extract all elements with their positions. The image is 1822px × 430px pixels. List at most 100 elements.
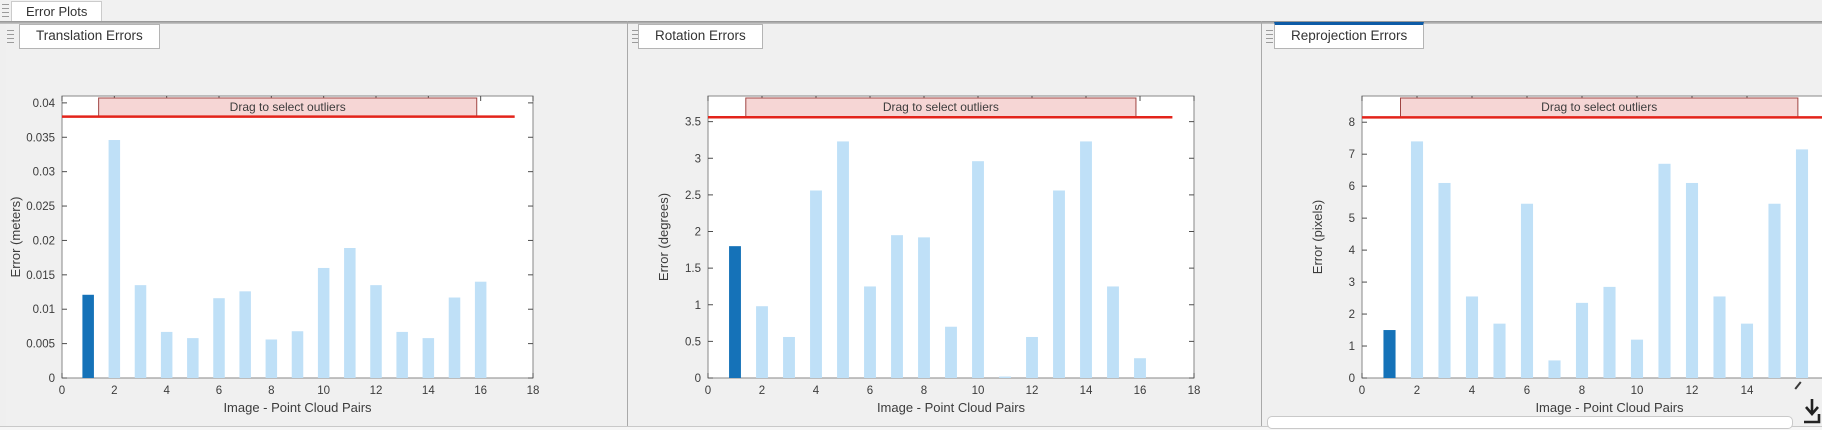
error-bar[interactable] [756, 306, 768, 378]
x-tick-label: 2 [111, 385, 117, 397]
y-tick-label: 0.02 [33, 235, 55, 247]
x-axis-label: Image - Point Cloud Pairs [1535, 400, 1684, 415]
y-tick-label: 0.01 [33, 304, 55, 316]
y-tick-label: 0.04 [33, 98, 56, 110]
tab-translation-errors-label: Translation Errors [36, 28, 143, 43]
error-bar[interactable] [1134, 358, 1146, 378]
panel-divider[interactable] [627, 21, 628, 430]
error-bar[interactable] [1548, 360, 1561, 378]
error-bar[interactable] [1630, 339, 1644, 378]
error-bar[interactable] [108, 140, 121, 378]
error-bar[interactable] [291, 331, 304, 378]
x-tick-label: 0 [1359, 385, 1365, 397]
y-tick-label: 8 [1349, 117, 1355, 129]
y-tick-label: 2 [695, 227, 701, 239]
error-bar[interactable] [918, 237, 930, 378]
error-bar[interactable] [448, 297, 461, 378]
selected-error-bar[interactable] [82, 294, 94, 378]
error-bar[interactable] [1685, 182, 1699, 378]
error-bar[interactable] [1053, 190, 1065, 378]
y-tick-label: 1 [695, 300, 701, 312]
tab-rotation-errors-label: Rotation Errors [655, 28, 746, 43]
x-tick-label: 2 [759, 385, 765, 397]
panel-reprojection-errors: Reprojection Errors 0 2 4 6 8 10 12 14 0 1 2 3 4 5 6 7 8… [1262, 21, 1822, 430]
y-tick-label: 3 [695, 153, 701, 165]
error-bar[interactable] [213, 298, 225, 378]
error-bar[interactable] [945, 326, 957, 378]
x-axis-label: Image - Point Cloud Pairs [223, 400, 372, 415]
error-bar[interactable] [317, 267, 330, 378]
tab-reprojection-errors[interactable]: Reprojection Errors [1274, 22, 1425, 49]
error-bar[interactable] [1107, 286, 1119, 378]
banner-label: Drag to select outliers [883, 100, 999, 114]
tab-error-plots[interactable]: Error Plots [11, 1, 103, 21]
window-bottom-edge [0, 426, 1822, 430]
tab-rotation-errors[interactable]: Rotation Errors [638, 24, 763, 49]
error-bar[interactable] [864, 286, 876, 378]
selected-error-bar[interactable] [729, 246, 741, 378]
error-bar[interactable] [972, 161, 984, 378]
error-bar[interactable] [1713, 296, 1726, 378]
horizontal-scrollbar[interactable] [1267, 416, 1793, 429]
error-bar[interactable] [810, 190, 822, 378]
x-tick-label: 6 [867, 385, 873, 397]
error-bar[interactable] [370, 285, 382, 378]
error-bar[interactable] [1080, 141, 1092, 378]
x-tick-label: 8 [1579, 385, 1585, 397]
x-tick-label: 10 [972, 385, 985, 397]
x-tick-label: 4 [813, 385, 820, 397]
error-bar[interactable] [999, 376, 1011, 378]
panel-divider[interactable] [1261, 21, 1262, 430]
x-tick-label: 4 [1469, 385, 1476, 397]
y-tick-label: 0 [49, 373, 55, 385]
error-bar[interactable] [1658, 163, 1671, 378]
y-tick-label: 0 [1349, 373, 1355, 385]
y-tick-label: 3 [1349, 277, 1355, 289]
error-bar[interactable] [1465, 296, 1479, 378]
error-bar[interactable] [396, 331, 408, 378]
error-bar[interactable] [239, 291, 251, 378]
y-tick-label: 0.005 [26, 339, 55, 351]
y-tick-label: 1 [1349, 341, 1355, 353]
x-tick-label: 10 [1631, 385, 1644, 397]
selected-error-bar[interactable] [1383, 330, 1396, 378]
error-bar[interactable] [837, 141, 849, 378]
error-bar[interactable] [1026, 336, 1038, 378]
download-arrow-icon[interactable] [1799, 398, 1822, 429]
error-bar[interactable] [1410, 141, 1424, 378]
grip-icon[interactable] [1266, 30, 1273, 43]
error-bar[interactable] [783, 336, 795, 378]
x-tick-label: 12 [1026, 385, 1039, 397]
error-bar[interactable] [344, 248, 356, 378]
error-bar[interactable] [134, 285, 147, 378]
grip-icon[interactable] [632, 30, 639, 43]
error-bar[interactable] [1493, 323, 1506, 378]
error-bar[interactable] [1575, 302, 1589, 378]
error-bar[interactable] [160, 331, 173, 378]
x-tick-label: 8 [268, 385, 274, 397]
banner-label: Drag to select outliers [1541, 100, 1657, 114]
error-bar[interactable] [265, 339, 278, 378]
y-tick-label: 3.5 [685, 117, 701, 129]
banner-label: Drag to select outliers [230, 100, 346, 114]
error-bar[interactable] [1603, 286, 1616, 378]
error-bar[interactable] [422, 338, 435, 378]
error-bar[interactable] [1438, 182, 1451, 378]
y-tick-label: 0.035 [26, 132, 55, 144]
window-tab-bar: Error Plots [0, 0, 1822, 22]
error-bar[interactable] [1740, 323, 1754, 378]
x-tick-label: 14 [1080, 385, 1093, 397]
error-bar[interactable] [1768, 203, 1781, 378]
error-bar[interactable] [1795, 149, 1809, 378]
rotation-errors-figure: 0 2 4 6 8 10 12 14 16 18 0 0.5 1 1.5 2 2.5 3 3.5 Image - P… [656, 95, 1200, 415]
x-tick-label: 10 [317, 385, 330, 397]
grip-icon[interactable] [7, 30, 14, 43]
tab-translation-errors[interactable]: Translation Errors [19, 24, 160, 49]
x-tick-label: 16 [474, 385, 487, 397]
error-bar[interactable] [891, 235, 903, 378]
error-bar[interactable] [1520, 203, 1534, 378]
y-tick-label: 0.03 [33, 167, 55, 179]
grip-icon[interactable] [2, 4, 9, 17]
error-bar[interactable] [187, 338, 199, 378]
error-bar[interactable] [474, 281, 487, 378]
